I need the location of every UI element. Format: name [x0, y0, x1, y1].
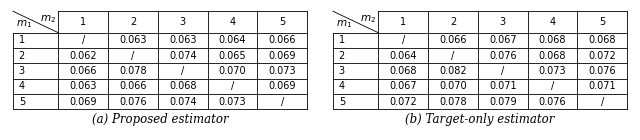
- Text: 0.063: 0.063: [70, 81, 97, 91]
- Text: 0.070: 0.070: [219, 66, 246, 76]
- Text: $m_2$: $m_2$: [40, 13, 56, 25]
- Text: 0.076: 0.076: [119, 97, 147, 107]
- Text: (a) Proposed estimator: (a) Proposed estimator: [92, 113, 228, 126]
- Text: 0.073: 0.073: [269, 66, 296, 76]
- Text: /: /: [281, 97, 284, 107]
- Text: 0.078: 0.078: [119, 66, 147, 76]
- Text: 1: 1: [400, 17, 406, 27]
- Text: 0.068: 0.068: [539, 51, 566, 61]
- Text: (b) Target-only estimator: (b) Target-only estimator: [405, 113, 555, 126]
- Text: /: /: [451, 51, 454, 61]
- Text: 0.070: 0.070: [439, 81, 467, 91]
- Text: 0.068: 0.068: [169, 81, 196, 91]
- Text: 3: 3: [339, 66, 345, 76]
- Text: 5: 5: [279, 17, 285, 27]
- Text: 0.079: 0.079: [489, 97, 516, 107]
- Text: /: /: [131, 51, 134, 61]
- Text: /: /: [551, 81, 554, 91]
- Text: /: /: [82, 35, 85, 45]
- Text: 0.067: 0.067: [489, 35, 516, 45]
- Text: 0.066: 0.066: [269, 35, 296, 45]
- Text: 0.072: 0.072: [389, 97, 417, 107]
- Text: $m_1$: $m_1$: [336, 18, 352, 30]
- Text: 0.076: 0.076: [539, 97, 566, 107]
- Text: /: /: [402, 35, 405, 45]
- Text: 0.067: 0.067: [390, 81, 417, 91]
- Text: 3: 3: [19, 66, 25, 76]
- Text: 0.068: 0.068: [390, 66, 417, 76]
- Text: 0.069: 0.069: [269, 81, 296, 91]
- Text: 0.071: 0.071: [489, 81, 516, 91]
- Text: 3: 3: [180, 17, 186, 27]
- Text: 0.072: 0.072: [588, 51, 616, 61]
- Text: 0.066: 0.066: [439, 35, 467, 45]
- Text: 0.064: 0.064: [390, 51, 417, 61]
- Text: 0.069: 0.069: [269, 51, 296, 61]
- Text: 0.073: 0.073: [539, 66, 566, 76]
- Text: 4: 4: [19, 81, 25, 91]
- Text: 0.063: 0.063: [169, 35, 196, 45]
- Text: 0.069: 0.069: [70, 97, 97, 107]
- Text: 5: 5: [339, 97, 345, 107]
- Text: 5: 5: [19, 97, 25, 107]
- Text: 0.078: 0.078: [439, 97, 467, 107]
- Text: 0.066: 0.066: [119, 81, 147, 91]
- Text: 0.062: 0.062: [70, 51, 97, 61]
- Text: 1: 1: [80, 17, 86, 27]
- Text: 0.082: 0.082: [439, 66, 467, 76]
- Text: 0.076: 0.076: [589, 66, 616, 76]
- Text: 0.076: 0.076: [489, 51, 516, 61]
- Text: /: /: [181, 66, 184, 76]
- Text: 2: 2: [450, 17, 456, 27]
- Text: 2: 2: [339, 51, 345, 61]
- Text: 0.074: 0.074: [169, 97, 196, 107]
- Text: 4: 4: [230, 17, 236, 27]
- Text: /: /: [501, 66, 504, 76]
- Text: /: /: [601, 97, 604, 107]
- Text: 0.063: 0.063: [119, 35, 147, 45]
- Text: 4: 4: [550, 17, 556, 27]
- Text: 1: 1: [19, 35, 25, 45]
- Text: 2: 2: [19, 51, 25, 61]
- Text: $m_2$: $m_2$: [360, 13, 376, 25]
- Text: 0.074: 0.074: [169, 51, 196, 61]
- Text: 4: 4: [339, 81, 345, 91]
- Text: 0.065: 0.065: [219, 51, 246, 61]
- Text: 0.066: 0.066: [70, 66, 97, 76]
- Text: 0.071: 0.071: [589, 81, 616, 91]
- Text: $m_1$: $m_1$: [16, 18, 32, 30]
- Text: 2: 2: [130, 17, 136, 27]
- Text: 3: 3: [500, 17, 506, 27]
- Text: /: /: [231, 81, 234, 91]
- Text: 0.064: 0.064: [219, 35, 246, 45]
- Text: 0.068: 0.068: [539, 35, 566, 45]
- Text: 0.068: 0.068: [589, 35, 616, 45]
- Text: 1: 1: [339, 35, 345, 45]
- Text: 5: 5: [599, 17, 605, 27]
- Text: 0.073: 0.073: [219, 97, 246, 107]
